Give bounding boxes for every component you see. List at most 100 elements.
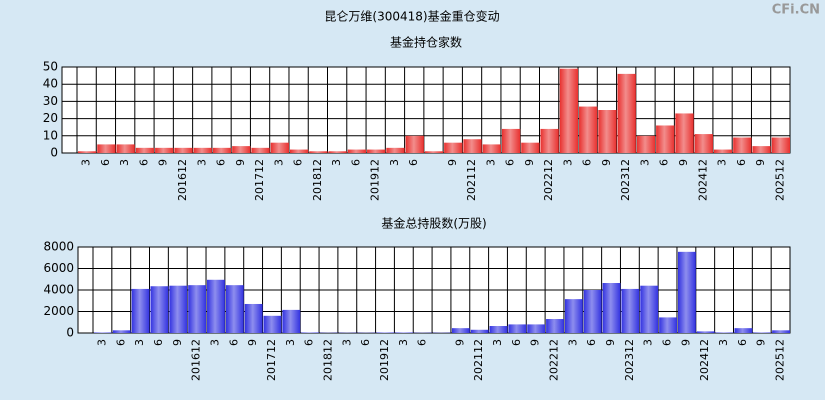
bar — [376, 332, 395, 333]
bar — [367, 149, 386, 153]
x-tick-label: 201812 — [321, 339, 334, 381]
y-tick-label: 20 — [43, 111, 58, 125]
x-tick-label: 6 — [585, 339, 598, 346]
bar — [734, 328, 753, 333]
x-tick-label: 201712 — [253, 159, 266, 201]
x-tick-label: 6 — [407, 159, 420, 166]
bar — [564, 299, 583, 333]
x-tick-label: 6 — [736, 339, 749, 346]
x-tick-label: 6 — [658, 159, 671, 166]
bar — [263, 315, 282, 333]
x-tick-label: 6 — [215, 159, 228, 166]
x-tick-label: 3 — [208, 339, 221, 346]
x-tick-label: 201912 — [378, 339, 391, 381]
bar — [694, 134, 713, 153]
x-tick-label: 6 — [510, 339, 523, 346]
bar — [482, 144, 501, 153]
bar — [289, 149, 309, 153]
x-tick-label: 201712 — [265, 339, 278, 381]
bar — [386, 147, 405, 153]
x-tick-label: 3 — [95, 339, 108, 346]
bar — [470, 329, 489, 333]
bar — [659, 317, 677, 333]
bar — [193, 147, 212, 153]
x-tick-label: 201612 — [190, 339, 203, 381]
bar — [251, 147, 270, 153]
bar — [752, 146, 771, 153]
x-tick-label: 202312 — [623, 339, 636, 381]
x-tick-label: 6 — [416, 339, 429, 346]
x-tick-label: 3 — [80, 159, 93, 166]
bar — [169, 285, 188, 333]
bar — [772, 330, 790, 333]
page-title: 昆仑万维(300418)基金重仓变动 — [324, 9, 499, 24]
x-tick-label: 6 — [303, 339, 316, 346]
x-tick-label: 6 — [359, 339, 372, 346]
bar — [640, 285, 659, 333]
bar — [715, 332, 734, 333]
x-tick-label: 6 — [581, 159, 594, 166]
bar — [753, 332, 772, 333]
x-tick-label: 6 — [137, 159, 150, 166]
x-tick-label: 9 — [157, 159, 170, 166]
x-tick-label: 9 — [234, 159, 247, 166]
x-tick-label: 202212 — [542, 159, 555, 201]
y-tick-label: 10 — [43, 128, 58, 142]
bar — [602, 283, 621, 333]
x-tick-label: 202412 — [696, 159, 709, 201]
bar — [527, 324, 546, 333]
x-tick-label: 201912 — [369, 159, 382, 201]
x-tick-label: 6 — [99, 159, 112, 166]
y-tick-label: 8000 — [43, 240, 74, 254]
x-tick-label: 3 — [133, 339, 146, 346]
x-tick-label: 9 — [529, 339, 542, 346]
bar — [617, 73, 636, 153]
bar — [94, 332, 112, 333]
bar — [444, 142, 463, 153]
bar — [244, 303, 263, 333]
x-tick-label: 3 — [638, 159, 651, 166]
x-tick-label: 3 — [642, 339, 655, 346]
bar — [174, 147, 193, 153]
x-tick-label: 9 — [446, 159, 459, 166]
x-tick-label: 202512 — [773, 159, 786, 201]
x-tick-label: 202312 — [619, 159, 632, 201]
x-tick-label: 3 — [330, 159, 343, 166]
bar — [771, 137, 790, 153]
bar — [150, 286, 169, 333]
x-tick-label: 3 — [118, 159, 131, 166]
bar — [424, 151, 444, 153]
y-tick-label: 40 — [43, 77, 58, 91]
x-tick-label: 3 — [561, 159, 574, 166]
bar — [546, 319, 564, 333]
x-tick-label: 6 — [661, 339, 674, 346]
bar — [405, 135, 424, 153]
bar — [328, 151, 347, 153]
bar — [225, 285, 244, 333]
x-tick-label: 9 — [754, 159, 767, 166]
y-tick-label: 2000 — [43, 304, 74, 318]
bar — [540, 128, 559, 153]
bar — [78, 151, 97, 153]
x-tick-label: 3 — [388, 159, 401, 166]
bar — [489, 326, 508, 333]
bar — [696, 331, 715, 333]
y-tick-label: 0 — [50, 146, 58, 160]
x-tick-label: 9 — [679, 339, 692, 346]
bar — [309, 151, 328, 153]
x-tick-label: 9 — [453, 339, 466, 346]
x-tick-label: 6 — [227, 339, 240, 346]
x-tick-label: 9 — [523, 159, 536, 166]
x-tick-label: 9 — [677, 159, 690, 166]
x-tick-label: 3 — [491, 339, 504, 346]
bar — [463, 139, 482, 153]
x-tick-label: 6 — [152, 339, 165, 346]
x-tick-label: 6 — [292, 159, 305, 166]
bar — [270, 142, 289, 153]
x-tick-label: 3 — [195, 159, 208, 166]
bar — [636, 135, 656, 153]
x-tick-label: 202212 — [548, 339, 561, 381]
bar — [155, 147, 174, 153]
bar — [131, 288, 150, 333]
